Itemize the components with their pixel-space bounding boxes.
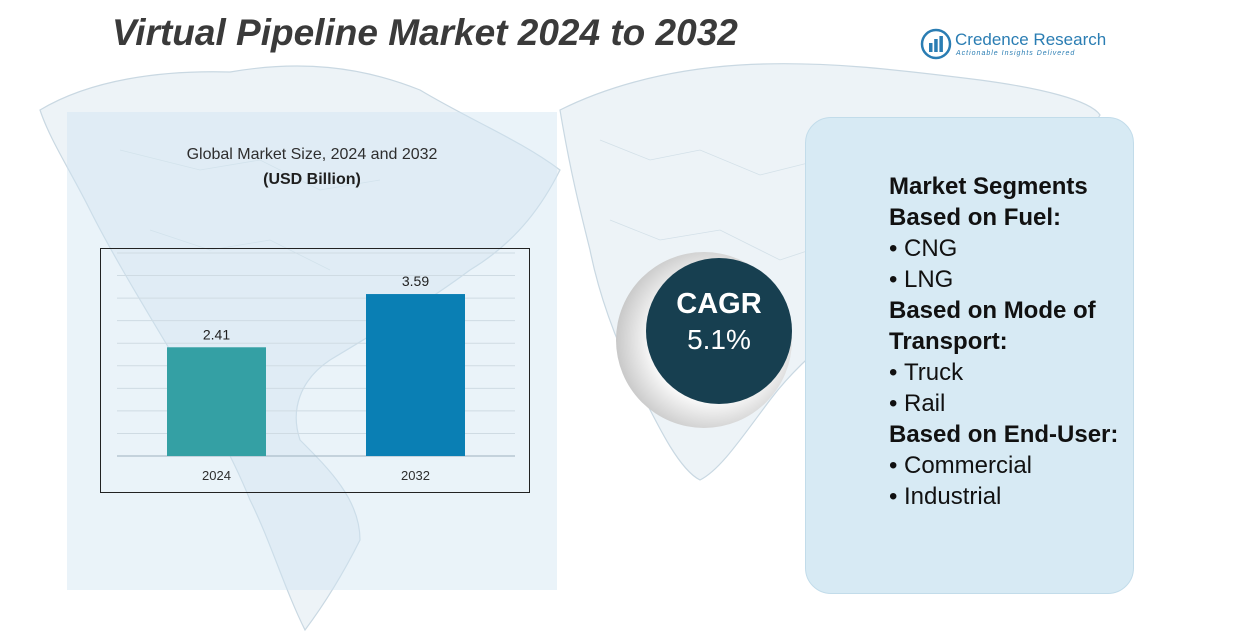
segment-item: • CNG — [889, 235, 958, 262]
cagr-label: CAGR — [676, 288, 762, 320]
brand-name: Credence Research — [955, 30, 1107, 49]
x-tick-label-2024: 2024 — [202, 468, 231, 483]
bar-2032 — [366, 294, 465, 456]
segment-item: • LNG — [889, 266, 954, 293]
segment-item: • Commercial — [889, 452, 1033, 479]
market-segments: Market Segments Based on Fuel: • CNG • LNG… — [889, 171, 1179, 512]
brand-logo[interactable]: Credence Research Actionable Insights De… — [920, 28, 1120, 64]
page-title: Virtual Pipeline Market 2024 to 2032 — [112, 12, 738, 53]
segments-panel — [805, 117, 1134, 594]
data-label-2024: 2.41 — [203, 326, 230, 342]
segment-heading-transport-cont: Transport: — [889, 328, 1008, 355]
brand-tagline: Actionable Insights Delivered — [956, 50, 1076, 57]
cagr-value: 5.1% — [687, 324, 751, 355]
bar-2024 — [167, 347, 266, 456]
x-tick-label-2032: 2032 — [401, 468, 430, 483]
segment-heading-transport: Based on Mode of — [889, 297, 1096, 324]
segment-item: • Truck — [889, 359, 964, 386]
chart-title: Global Market Size, 2024 and 2032 — [186, 146, 438, 163]
data-label-2032: 3.59 — [402, 273, 429, 289]
segment-item: • Rail — [889, 390, 946, 417]
bar-chart-svg: 2.41 2024 3.59 2032 — [117, 252, 515, 483]
segment-item: • Industrial — [889, 483, 1002, 510]
bar-chart: 2.41 2024 3.59 2032 — [100, 248, 530, 493]
segments-title: Market Segments — [889, 173, 1088, 200]
segment-heading-fuel: Based on Fuel: — [889, 204, 1062, 231]
chart-subtitle: (USD Billion) — [263, 171, 361, 188]
segment-heading-end-user: Based on End-User: — [889, 421, 1119, 448]
cagr-badge: CAGR 5.1% — [612, 248, 797, 433]
bar-chart-logo-icon — [920, 28, 952, 60]
cagr-circle: CAGR 5.1% — [646, 258, 792, 404]
chart-panel — [67, 112, 557, 590]
